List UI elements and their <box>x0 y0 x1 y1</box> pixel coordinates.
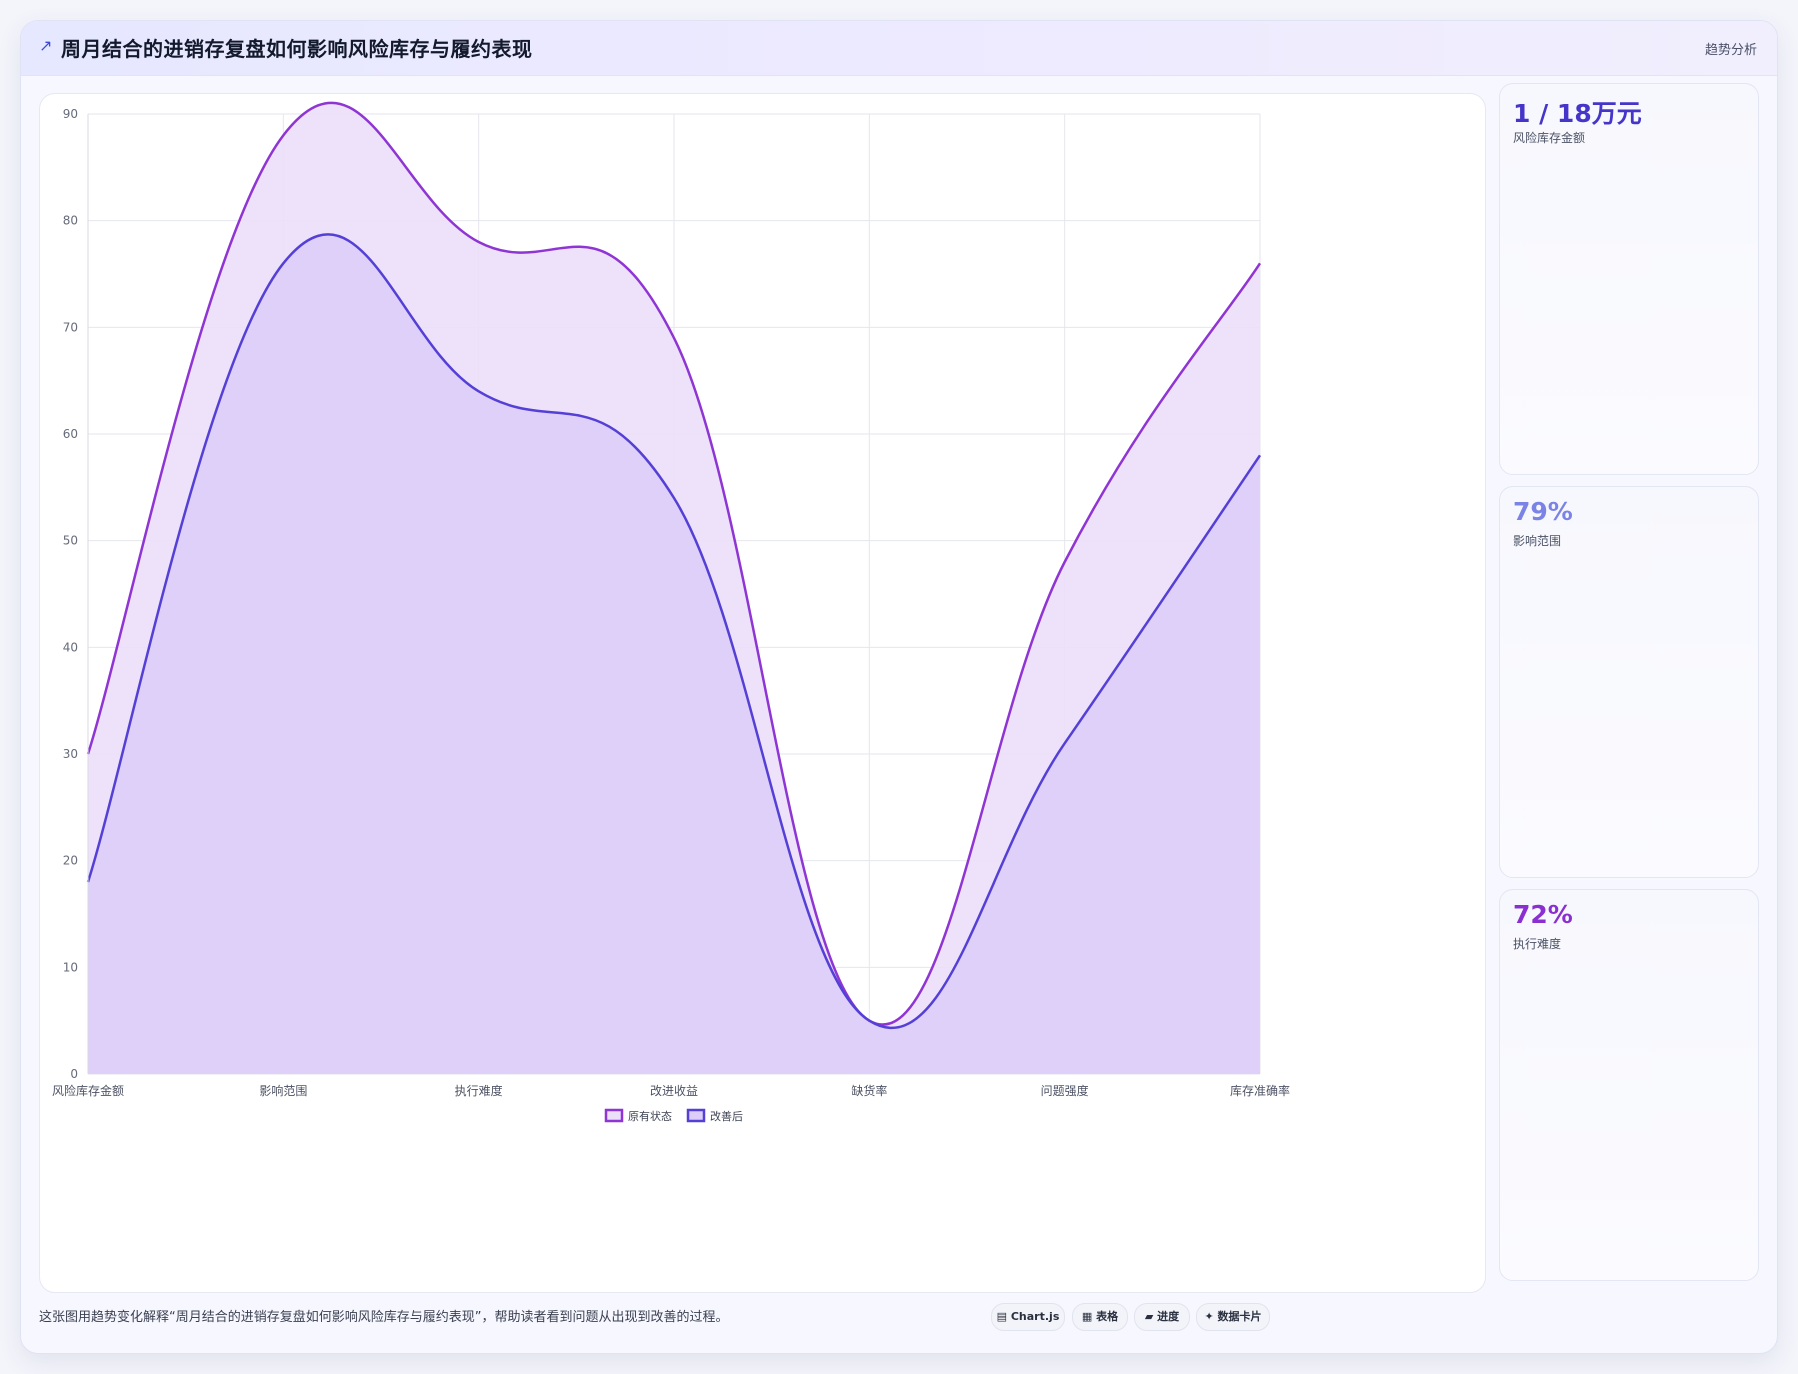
y-tick-label: 40 <box>63 640 78 654</box>
y-tick-label: 60 <box>63 427 78 441</box>
x-tick-label: 问题强度 <box>1041 1083 1089 1098</box>
x-tick-label: 库存准确率 <box>1230 1083 1290 1098</box>
y-tick-label: 70 <box>63 320 78 334</box>
y-tick-label: 50 <box>63 534 78 548</box>
chart-icon: ▤ <box>996 1310 1008 1323</box>
legend-swatch[interactable] <box>686 1108 706 1123</box>
page-title: 周月结合的进销存复盘如何影响风险库存与履约表现 <box>61 37 533 61</box>
y-tick-label: 20 <box>63 854 78 868</box>
y-tick-label: 80 <box>63 214 78 228</box>
legend-swatch[interactable] <box>604 1108 624 1123</box>
chip-progress[interactable]: ▰ 进度 <box>1134 1303 1190 1331</box>
legend-label[interactable]: 改善后 <box>710 1109 743 1123</box>
series-line-1[interactable] <box>86 233 1262 1030</box>
y-tick-label: 10 <box>63 960 78 974</box>
metric-label: 执行难度 <box>1513 937 1562 951</box>
y-tick-label: 0 <box>70 1067 78 1081</box>
x-tick-label: 影响范围 <box>259 1083 307 1098</box>
metric-value: 1 / 18万元 <box>1513 99 1642 128</box>
metric-label: 风险库存金额 <box>1513 131 1586 145</box>
x-tick-label: 执行难度 <box>455 1083 503 1098</box>
metric-card-execution-difficulty: 72% 执行难度 <box>1499 889 1759 1281</box>
progress-icon: ▰ <box>1144 1310 1154 1323</box>
metric-card-risk-inventory: 1 / 18万元 风险库存金额 <box>1499 83 1759 475</box>
metric-label: 影响范围 <box>1513 534 1562 548</box>
table-icon: ▦ <box>1081 1310 1093 1323</box>
series-line-0[interactable] <box>86 101 1262 1026</box>
analysis-type-tag: 趋势分析 <box>1704 43 1757 58</box>
chip-data-card[interactable]: ✦ 数据卡片 <box>1196 1303 1270 1331</box>
data-point[interactable] <box>280 260 286 266</box>
data-point[interactable] <box>1062 740 1068 746</box>
card-header: ↗ 周月结合的进销存复盘如何影响风险库存与履约表现 趋势分析 <box>21 21 1777 76</box>
data-point[interactable] <box>1257 452 1263 458</box>
metric-value: 79% <box>1513 497 1573 526</box>
chip-label: 表格 <box>1096 1310 1119 1323</box>
data-point[interactable] <box>866 1018 872 1024</box>
data-point[interactable] <box>671 495 677 501</box>
chart-description: 这张图用趋势变化解释“周月结合的进销存复盘如何影响风险库存与履约表现”，帮助读者… <box>39 1310 729 1325</box>
series-area-1 <box>88 234 1260 1074</box>
x-tick-label: 风险库存金额 <box>52 1083 124 1098</box>
data-point[interactable] <box>1062 559 1068 565</box>
chip-table[interactable]: ▦ 表格 <box>1072 1303 1128 1331</box>
y-tick-label: 30 <box>63 747 78 761</box>
chart-panel: 0 10 20 30 40 50 60 70 80 90 风险库存金额 影响范围 执行难度 改进收益 缺货率… <box>39 93 1486 1293</box>
chip-label: 数据卡片 <box>1217 1310 1262 1323</box>
data-point[interactable] <box>1257 260 1263 266</box>
data-point[interactable] <box>280 132 286 138</box>
metric-value: 72% <box>1513 900 1573 929</box>
legend-label[interactable]: 原有状态 <box>628 1109 672 1123</box>
sparkle-icon: ✦ <box>1204 1310 1214 1323</box>
data-point[interactable] <box>476 388 482 394</box>
area-chart: 0 10 20 30 40 50 60 70 80 90 风险库存金额 影响范围 执行难度 改进收益 缺货率… <box>52 101 1290 1123</box>
chip-label: 进度 <box>1157 1310 1180 1323</box>
dashboard-card: ↗ 周月结合的进销存复盘如何影响风险库存与履约表现 趋势分析 0 10 20 30 40… <box>20 20 1778 1354</box>
chip-chartjs[interactable]: ▤ Chart.js <box>991 1303 1065 1331</box>
chip-label: Chart.js <box>1010 1310 1060 1323</box>
data-point[interactable] <box>476 239 482 245</box>
metric-card-impact-scope: 79% 影响范围 <box>1499 486 1759 878</box>
y-tick-label: 90 <box>63 107 78 121</box>
data-point[interactable] <box>671 335 677 341</box>
x-tick-label: 改进收益 <box>650 1084 698 1098</box>
trend-arrow-icon: ↗ <box>39 36 53 55</box>
x-tick-label: 缺货率 <box>851 1083 887 1098</box>
